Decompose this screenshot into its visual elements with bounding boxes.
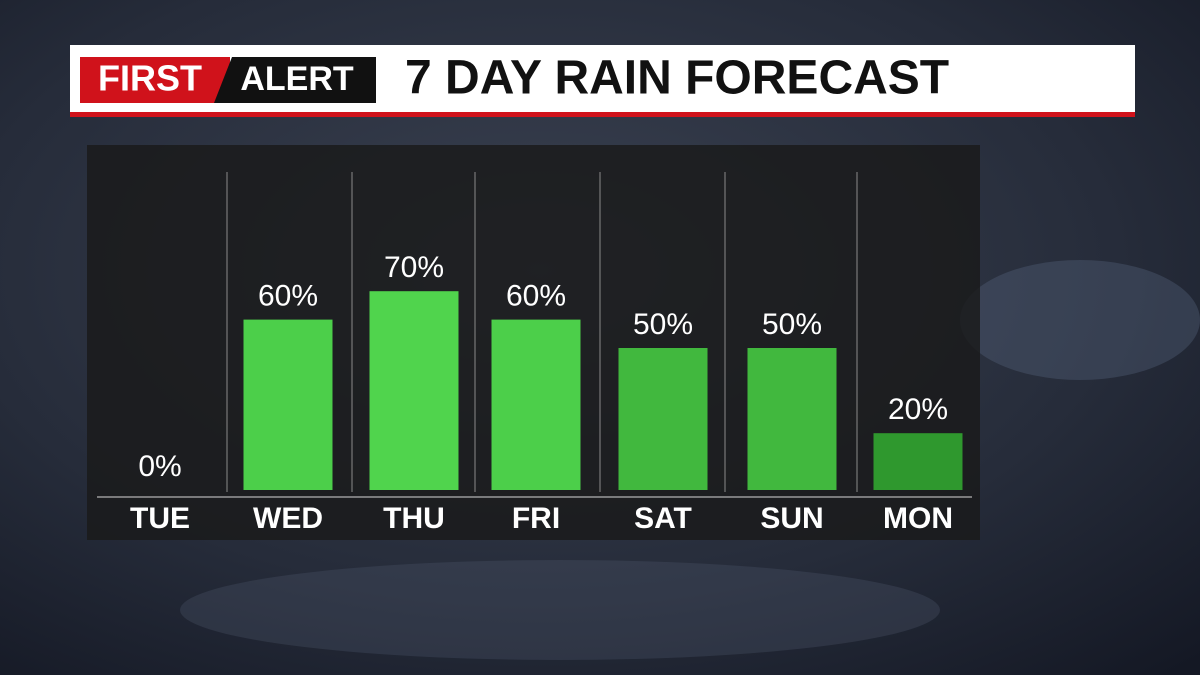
bar <box>618 348 708 490</box>
x-tick-label: MON <box>883 502 953 535</box>
bar <box>873 433 963 490</box>
x-tick-label: TUE <box>130 502 190 535</box>
logo-black <box>214 57 376 103</box>
background-blur <box>960 260 1200 380</box>
x-tick-label: FRI <box>512 502 560 535</box>
chart-title: 7 DAY RAIN FORECAST <box>405 52 949 105</box>
x-tick-label: SUN <box>760 502 823 535</box>
logo-first: FIRST <box>98 58 202 99</box>
value-label: 70% <box>384 251 444 284</box>
background-blur <box>180 560 940 660</box>
x-tick-label: SAT <box>634 502 692 535</box>
x-tick-label: WED <box>253 502 323 535</box>
header-underline <box>70 112 1135 117</box>
value-label: 50% <box>633 308 693 341</box>
value-label: 60% <box>258 280 318 313</box>
logo-red <box>80 57 230 103</box>
value-label: 0% <box>138 450 181 483</box>
value-label: 60% <box>506 280 566 313</box>
bar <box>243 319 333 490</box>
bar <box>747 348 837 490</box>
value-label: 20% <box>888 393 948 426</box>
value-label: 50% <box>762 308 822 341</box>
logo-alert: ALERT <box>240 60 354 98</box>
bar <box>369 291 459 490</box>
x-tick-label: THU <box>383 502 445 535</box>
bar <box>491 319 581 490</box>
